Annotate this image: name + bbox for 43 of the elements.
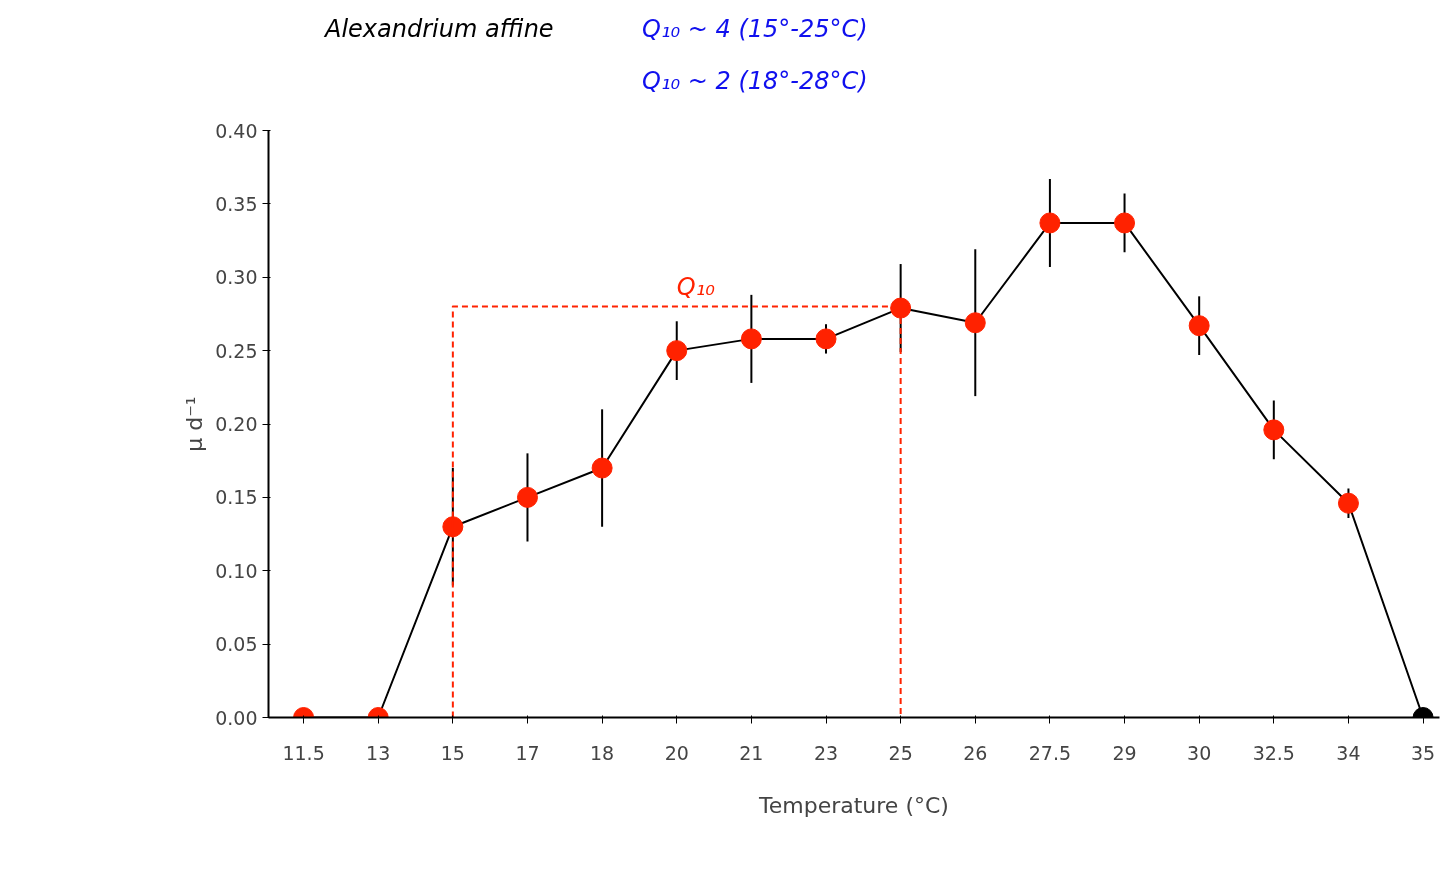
x-tick-label: 30 bbox=[1187, 741, 1212, 764]
y-tick-label: 0.35 bbox=[215, 192, 258, 215]
y-tick-label: 0.05 bbox=[215, 633, 258, 656]
x-tick-label: 11.5 bbox=[282, 741, 325, 764]
y-axis-title: μ d⁻¹ bbox=[182, 396, 208, 452]
point bbox=[964, 312, 986, 334]
y-tick-label: 0.00 bbox=[215, 706, 258, 729]
point bbox=[1188, 315, 1210, 337]
y-tick-label: 0.10 bbox=[215, 559, 258, 582]
x-axis-title: Temperature (°C) bbox=[758, 792, 949, 818]
point bbox=[1039, 212, 1061, 234]
x-tick-label: 29 bbox=[1112, 741, 1137, 764]
x-tick-label: 23 bbox=[813, 741, 839, 764]
point bbox=[1337, 492, 1359, 514]
x-tick-label: 34 bbox=[1336, 741, 1361, 764]
x-tick-label: 35 bbox=[1410, 741, 1436, 764]
y-tick-label: 0.25 bbox=[215, 339, 258, 362]
text: Q₁₀ ~ 4 (15°-25°C) bbox=[642, 14, 868, 45]
point bbox=[1263, 419, 1285, 441]
point bbox=[890, 297, 912, 319]
x-tick-label: 13 bbox=[366, 741, 391, 764]
x-tick-label: 25 bbox=[888, 741, 913, 764]
point bbox=[1114, 212, 1136, 234]
x-tick-label: 20 bbox=[664, 741, 689, 764]
point bbox=[516, 486, 538, 508]
point bbox=[666, 340, 688, 362]
y-tick-label: 0.40 bbox=[215, 119, 258, 142]
y-tick-label: 0.20 bbox=[215, 413, 258, 435]
text: Alexandrium affine bbox=[325, 14, 554, 45]
x-tick-label: 32.5 bbox=[1252, 741, 1295, 764]
y-tick-label: 0.15 bbox=[215, 486, 258, 509]
point bbox=[740, 328, 762, 350]
point bbox=[815, 328, 837, 350]
point bbox=[591, 457, 613, 479]
x-tick-label: 15 bbox=[440, 741, 465, 764]
annotation: Q₁₀ bbox=[676, 272, 716, 301]
x-tick-label: 26 bbox=[963, 741, 988, 764]
x-tick-label: 27.5 bbox=[1028, 741, 1072, 764]
x-tick-label: 18 bbox=[590, 741, 615, 764]
text: Q₁₀ ~ 2 (18°-28°C) bbox=[642, 66, 868, 97]
x-tick-label: 21 bbox=[739, 741, 764, 764]
x-tick-label: 17 bbox=[515, 741, 540, 764]
y-tick-label: 0.30 bbox=[215, 266, 258, 289]
